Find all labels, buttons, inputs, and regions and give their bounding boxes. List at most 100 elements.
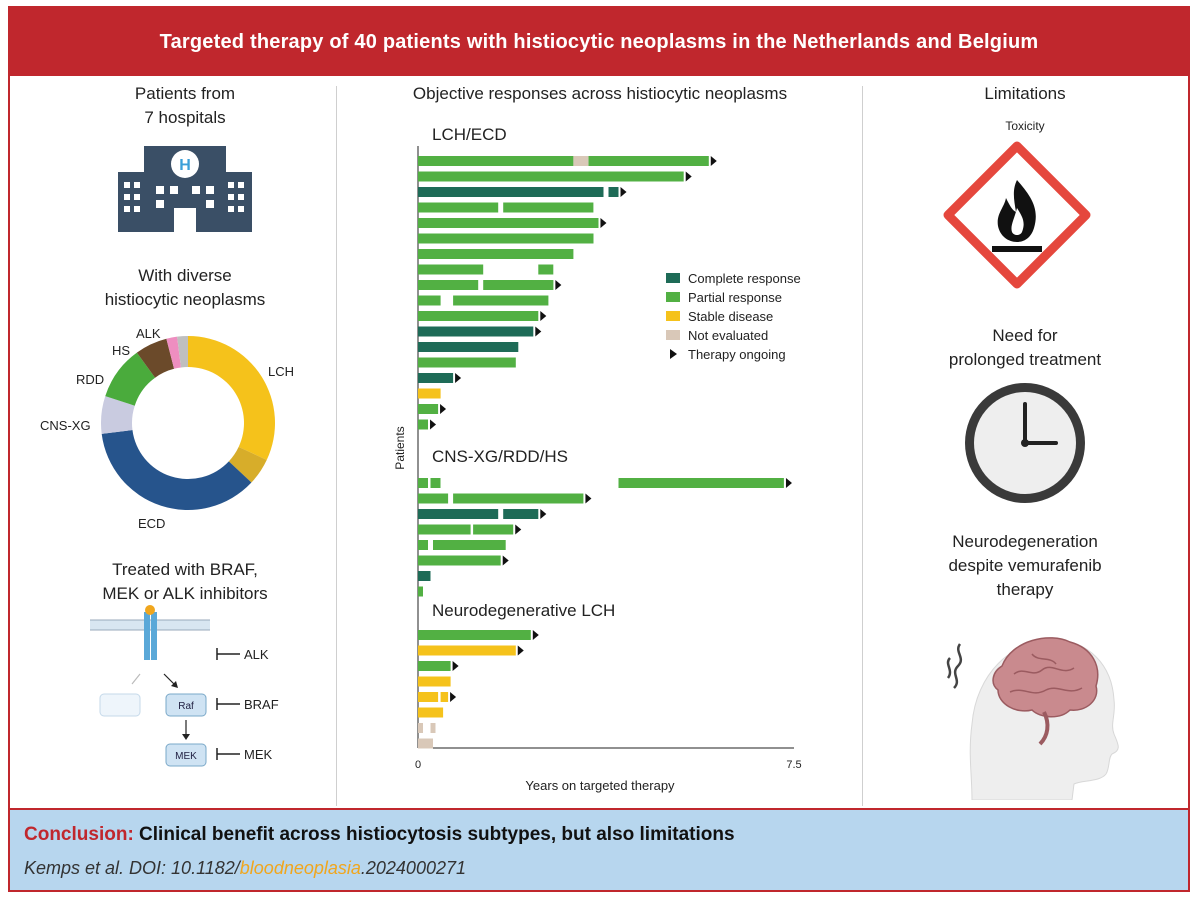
patient-bar-segment — [503, 509, 539, 519]
neuro-line3: therapy — [996, 580, 1054, 599]
legend-swatch-not-evaluated — [666, 330, 680, 340]
patient-bar-segment — [418, 738, 433, 749]
donut-slice — [105, 352, 156, 406]
conclusion-label: Conclusion: — [24, 824, 134, 845]
donut-label-alk: ALK — [136, 326, 161, 341]
treated-line2: MEK or ALK inhibitors — [102, 584, 268, 603]
legend-therapy-ongoing: Therapy ongoing — [688, 347, 786, 362]
therapy-ongoing-arrow — [600, 218, 607, 228]
x-tick-7-5: 7.5 — [786, 759, 801, 771]
patient-bar-segment — [538, 264, 554, 275]
legend-partial-response: Partial response — [688, 290, 782, 305]
neuro-line1: Neurodegeneration — [952, 532, 1098, 551]
diagnosis-donut-chart: LCH ECD CNS-XG RDD HS ALK — [40, 326, 294, 531]
patient-bar-segment — [418, 233, 594, 244]
patient-bar-segment — [418, 661, 451, 671]
donut-label-lch: LCH — [268, 364, 294, 379]
mek-box — [165, 743, 207, 767]
patient-bar-segment — [418, 264, 484, 275]
hospitals-text: Patients from 7 hospitals — [110, 82, 260, 130]
therapy-ongoing-arrow — [620, 187, 627, 197]
hospital-badge: H — [179, 157, 191, 174]
patient-bar-segment — [418, 373, 454, 383]
donut-label-hs: HS — [112, 343, 130, 358]
patient-bar-segment — [418, 342, 519, 352]
limitations-heading: Limitations — [984, 84, 1066, 103]
therapy-ongoing-arrow — [540, 311, 547, 321]
patient-bar-segment — [418, 524, 471, 535]
therapy-ongoing-arrow — [452, 661, 459, 671]
conclusion-text: Conclusion: Clinical benefit across hist… — [24, 824, 735, 846]
diverse-line1: With diverse — [138, 266, 232, 285]
citation-journal: bloodneoplasia — [239, 858, 361, 878]
legend-ongoing-arrow-icon — [670, 349, 677, 359]
diverse-line2: histiocytic neoplasms — [104, 290, 266, 309]
patient-bar-segment — [418, 707, 444, 718]
patient-bar-segment — [573, 156, 589, 166]
patient-bar-segment — [608, 187, 619, 197]
donut-slice — [177, 336, 188, 368]
citation-prefix: Kemps et al. DOI: 10.1182/ — [24, 858, 240, 878]
patient-bar-segment — [618, 478, 784, 488]
therapy-ongoing-arrow — [555, 280, 562, 290]
therapy-ongoing-arrow — [502, 555, 509, 566]
banner-title: Targeted therapy of 40 patients with his… — [10, 8, 1188, 76]
chart-legend: Complete response Partial response Stabl… — [666, 271, 801, 362]
receptor-icon — [144, 605, 157, 660]
patient-bar-segment — [453, 493, 584, 504]
patient-bar-segment — [418, 357, 516, 368]
y-axis-label: Patients — [393, 426, 407, 469]
brain-head-icon — [946, 637, 1119, 800]
x-tick-0: 0 — [415, 759, 421, 771]
arrow-left — [131, 673, 141, 685]
signaling-pathway-diagram: ALK Raf BRAF MEK MEK — [90, 605, 279, 767]
therapy-ongoing-arrow — [455, 373, 462, 383]
therapy-ongoing-arrow — [532, 630, 539, 640]
toxicity-label: Toxicity — [1005, 119, 1045, 133]
therapy-ongoing-arrow — [785, 478, 792, 488]
neuro-line2: despite vemurafenib — [948, 556, 1102, 575]
patient-bar-segment — [418, 295, 441, 306]
clock-icon — [965, 383, 1085, 503]
therapy-ongoing-arrow — [515, 524, 522, 535]
donut-slice — [188, 336, 275, 461]
prolonged-line1: Need for — [992, 326, 1058, 345]
treated-line1: Treated with BRAF, — [112, 560, 258, 579]
raf-label: Raf — [178, 701, 194, 712]
patient-bar-segment — [418, 676, 451, 687]
therapy-ongoing-arrow — [710, 156, 717, 166]
mek-box-label: MEK — [175, 751, 197, 762]
legend-swatch-partial — [666, 292, 680, 302]
legend-stable-disease: Stable disease — [688, 309, 773, 324]
donut-slice — [166, 336, 181, 369]
infographic-frame: Targeted therapy of 40 patients with his… — [8, 6, 1190, 892]
donut-slice — [100, 396, 135, 434]
hospital-icon: H — [118, 146, 252, 232]
therapy-ongoing-arrow — [430, 419, 437, 430]
mek-label: MEK — [244, 747, 273, 762]
donut-label-cnsxg: CNS-XG — [40, 418, 91, 433]
patient-bar-segment — [418, 555, 501, 566]
patient-bar-segment — [418, 540, 428, 550]
therapy-ongoing-arrow — [535, 326, 542, 337]
patient-bar-segment — [483, 280, 554, 290]
donut-slice — [136, 338, 175, 378]
patient-bar-segment — [418, 630, 531, 640]
donut-slice — [101, 430, 252, 510]
citation: Kemps et al. DOI: 10.1182/bloodneoplasia… — [24, 858, 466, 879]
patient-bar-segment — [418, 388, 441, 399]
alk-label: ALK — [244, 647, 269, 662]
conclusion-panel: Conclusion: Clinical benefit across hist… — [10, 808, 1188, 890]
prolonged-text: Need for prolonged treatment — [910, 324, 1140, 372]
x-axis-label: Years on targeted therapy — [525, 778, 675, 793]
diverse-text: With diverse histiocytic neoplasms — [70, 264, 300, 312]
patient-bar-segment — [588, 156, 709, 166]
citation-suffix: .2024000271 — [360, 858, 466, 878]
patient-bar-segment — [418, 311, 539, 321]
patient-bar-segment — [418, 171, 684, 182]
hospitals-line1: Patients from — [134, 84, 236, 103]
legend-swatch-complete — [666, 273, 680, 283]
patient-bar-segment — [418, 571, 431, 581]
patient-bar-segment — [433, 540, 506, 550]
patient-bar-segment — [503, 202, 594, 213]
